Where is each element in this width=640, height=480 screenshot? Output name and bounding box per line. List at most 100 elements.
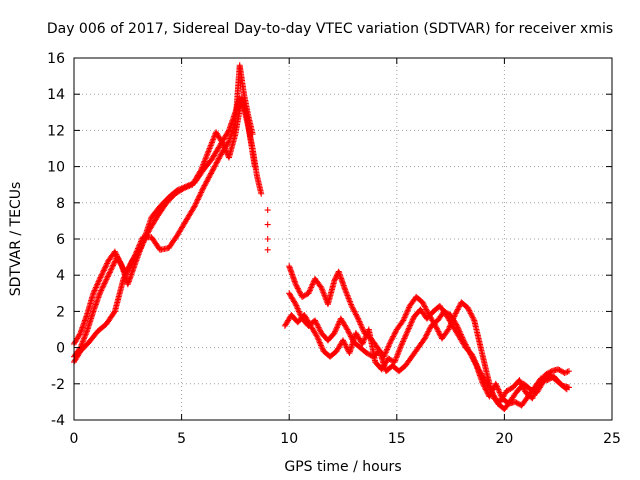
data-point [391, 330, 398, 337]
data-point [295, 286, 302, 293]
data-point [423, 307, 430, 314]
data-point [404, 328, 411, 335]
data-point [123, 270, 130, 277]
data-point [94, 281, 101, 288]
data-point [435, 328, 442, 335]
tick-marks [73, 57, 613, 421]
data-point [422, 334, 429, 341]
data-point [192, 202, 199, 209]
data-point [199, 164, 206, 171]
data-point [492, 395, 499, 402]
data-point [100, 281, 107, 288]
data-point [97, 274, 104, 281]
data-point [361, 336, 368, 343]
x-tick-label: 15 [388, 431, 406, 447]
data-point [341, 340, 348, 347]
data-point [390, 332, 397, 339]
data-point [199, 162, 206, 169]
data-point [405, 305, 412, 312]
data-point [469, 353, 476, 360]
data-point [100, 267, 107, 274]
data-point [454, 307, 461, 314]
data-point [199, 186, 206, 193]
data-point [144, 229, 151, 236]
data-point [382, 349, 389, 356]
data-point [76, 331, 83, 338]
data-point [108, 266, 115, 273]
data-point [183, 184, 190, 191]
data-point [355, 317, 362, 324]
data-point [400, 317, 407, 324]
data-point [197, 167, 204, 174]
data-point [423, 306, 430, 313]
data-point [452, 310, 459, 317]
data-point [204, 149, 211, 156]
x-tick-label: 25 [603, 431, 621, 447]
data-point [388, 337, 395, 344]
data-point [331, 277, 338, 284]
data-point [340, 337, 346, 344]
data-point [424, 329, 431, 336]
data-point [472, 359, 479, 366]
y-tick-label: 12 [47, 123, 65, 139]
data-point [121, 274, 128, 281]
data-point [516, 377, 523, 384]
x-tick-label: 5 [177, 431, 186, 447]
data-point [111, 248, 118, 255]
data-point [195, 195, 202, 202]
x-tick-label: 10 [280, 431, 298, 447]
data-point [308, 283, 315, 290]
data-point [467, 310, 474, 317]
data-point [201, 158, 208, 165]
data-point [102, 263, 109, 270]
data-point [403, 310, 410, 317]
data-point [293, 304, 300, 311]
data-point [469, 351, 476, 358]
data-point [120, 275, 127, 282]
data-point [466, 309, 473, 316]
data-point [205, 175, 212, 182]
data-point [383, 347, 390, 354]
data-point [421, 303, 428, 310]
data-point [420, 300, 427, 307]
data-point [105, 272, 112, 279]
data-point [314, 321, 321, 328]
data-point [465, 306, 472, 313]
data-point [347, 332, 354, 339]
data-point [192, 200, 199, 207]
data-point [342, 342, 349, 349]
data-point [469, 313, 476, 320]
data-point [446, 325, 453, 332]
data-point [419, 299, 426, 306]
data-point [384, 344, 391, 351]
data-point [99, 284, 106, 291]
data-point [403, 331, 410, 338]
data-point [512, 398, 519, 405]
data-point [143, 232, 150, 239]
data-point [264, 246, 271, 253]
data-point [388, 336, 395, 343]
data-point [95, 278, 102, 285]
data-point [112, 250, 119, 257]
data-point [111, 309, 118, 316]
data-point [503, 388, 510, 395]
data-point [137, 245, 144, 252]
data-point [392, 329, 399, 336]
data-point [332, 276, 339, 283]
data-point [390, 333, 397, 340]
data-point [103, 261, 110, 268]
data-point [204, 151, 211, 158]
data-point [489, 390, 496, 397]
data-point [346, 330, 353, 337]
data-point [496, 389, 503, 396]
data-point [197, 168, 204, 175]
data-point [504, 387, 511, 394]
data-point [423, 332, 430, 339]
data-point [206, 173, 213, 180]
data-point [401, 314, 408, 321]
data-point [96, 277, 103, 284]
data-point [400, 336, 407, 343]
data-point [98, 271, 105, 278]
data-point [313, 320, 320, 327]
data-point [194, 197, 201, 204]
